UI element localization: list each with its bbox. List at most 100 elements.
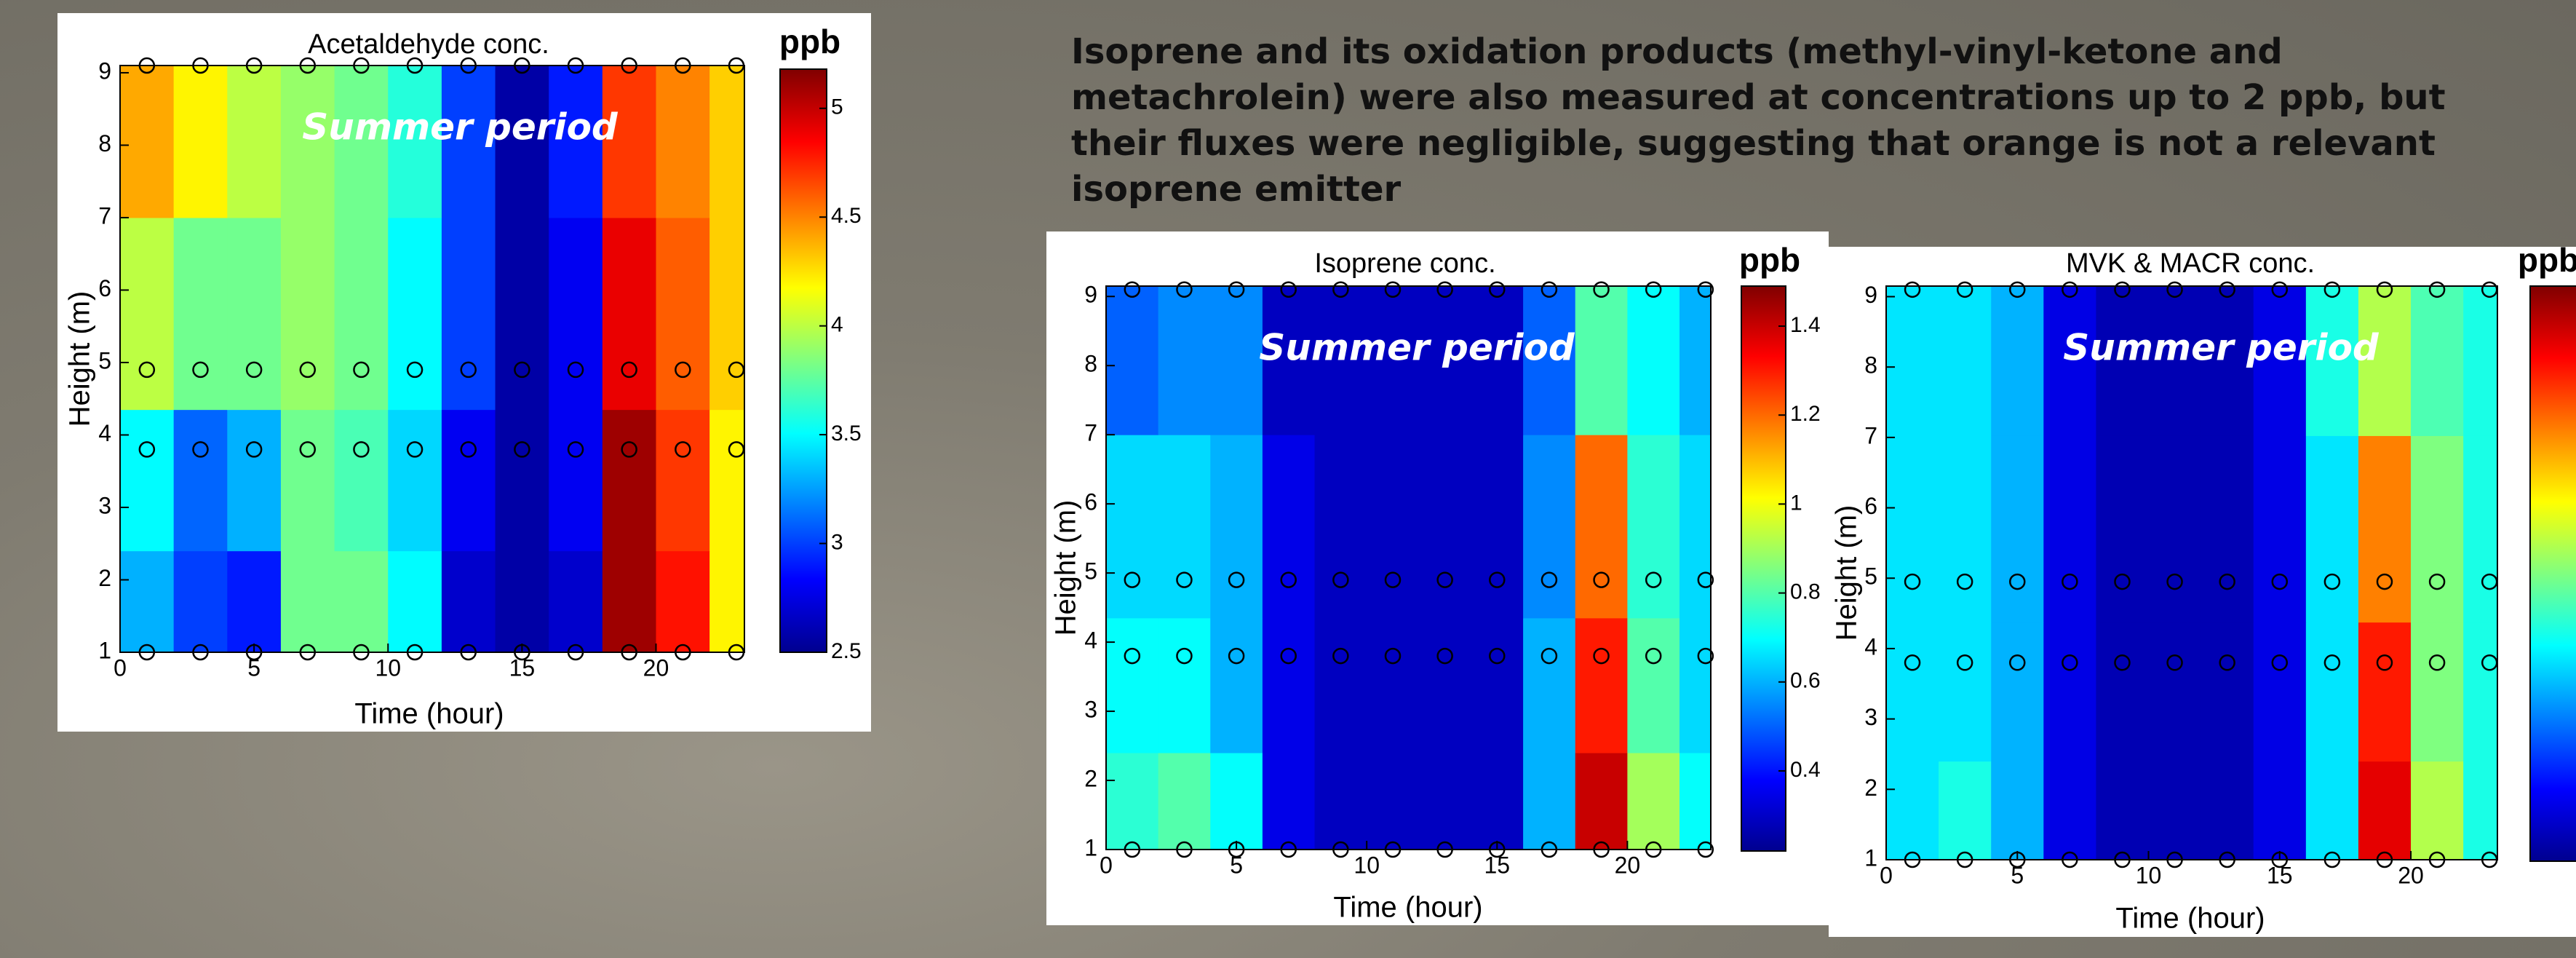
colorbar-tick-label: 2.5 <box>831 639 862 663</box>
contour-cell <box>1886 435 1939 622</box>
colorbar-label: ppb <box>2518 241 2576 279</box>
x-tick-label: 20 <box>2398 862 2424 888</box>
annotation: Summer period <box>302 106 619 149</box>
contour-cell <box>388 410 442 552</box>
contour-cell <box>2096 622 2149 761</box>
contour-cell <box>1471 435 1523 618</box>
contour-cell <box>1263 753 1315 850</box>
contour-cell <box>2463 622 2497 761</box>
y-tick-label: 7 <box>98 202 111 229</box>
contour-cell <box>442 218 496 410</box>
contour-cell <box>2254 622 2307 761</box>
contour-cell <box>174 66 228 218</box>
contour-cell <box>1575 618 1628 753</box>
y-tick-label: 9 <box>1864 282 1877 308</box>
contour-cell <box>1627 618 1679 753</box>
colorbar <box>1741 286 1786 851</box>
contour-cell <box>1939 435 1992 622</box>
x-tick-label: 0 <box>114 654 127 681</box>
colorbar-tick-label: 0.8 <box>1790 580 1821 604</box>
contour-cell <box>1419 618 1471 753</box>
contour-cell <box>1627 753 1679 850</box>
contour-cell <box>2306 435 2359 622</box>
contour-cell <box>388 218 442 410</box>
contour-cell <box>2411 622 2464 761</box>
contour-cell <box>1106 618 1158 753</box>
contour-cell <box>1419 435 1471 618</box>
contour-cell <box>1939 622 1992 761</box>
contour-cell <box>1315 618 1367 753</box>
contour-cell <box>335 218 389 410</box>
y-tick-label: 4 <box>98 420 111 446</box>
y-axis-label: Height (m) <box>1831 505 1863 641</box>
y-tick-label: 4 <box>1864 633 1877 660</box>
contour-cell <box>2358 622 2412 761</box>
x-axis-label: Time (hour) <box>1333 892 1482 924</box>
contour-cell <box>1106 435 1158 618</box>
x-tick-label: 5 <box>2011 862 2024 888</box>
contour-cell <box>603 551 656 653</box>
colorbar-tick-label: 4 <box>831 313 843 337</box>
contour-cell <box>1679 286 1711 435</box>
y-tick-label: 9 <box>98 58 111 84</box>
contour-cell <box>1263 618 1315 753</box>
contour-cell <box>1419 753 1471 850</box>
contour-cell <box>1367 618 1419 753</box>
y-tick-label: 9 <box>1084 282 1097 308</box>
y-tick-label: 3 <box>1864 704 1877 730</box>
contour-cell <box>227 66 281 218</box>
contour-cell <box>2411 435 2464 622</box>
x-tick-label: 15 <box>1484 852 1510 878</box>
contour-cell <box>2306 622 2359 761</box>
y-tick-label: 6 <box>1864 493 1877 519</box>
contour-cell <box>227 410 281 552</box>
contour-cell <box>1106 753 1158 850</box>
colorbar-tick-label: 3 <box>831 530 843 554</box>
contour-cell <box>1367 435 1419 618</box>
contour-cell <box>2463 286 2497 436</box>
contour-cell <box>2149 435 2202 622</box>
x-axis-label: Time (hour) <box>354 698 504 730</box>
contour-cell <box>1158 286 1211 435</box>
contour-cell <box>1991 435 2044 622</box>
x-tick-label: 20 <box>1615 852 1641 878</box>
colorbar-tick-label: 1.2 <box>1790 402 1821 426</box>
contour-cell <box>227 218 281 410</box>
contour-cell <box>1523 753 1575 850</box>
y-tick-label: 6 <box>98 275 111 301</box>
y-tick-label: 1 <box>98 637 111 663</box>
chart-title: Isoprene conc. <box>1314 248 1495 279</box>
contour-cell <box>1158 618 1211 753</box>
colorbar-tick-label: 1.4 <box>1790 313 1821 337</box>
x-tick-label: 10 <box>1353 852 1380 878</box>
contour-cell <box>1210 618 1263 753</box>
contour-cell <box>2043 761 2096 860</box>
contour-cell <box>709 410 744 552</box>
annotation: Summer period <box>2063 327 2380 369</box>
contour-cell <box>2254 761 2307 860</box>
chart-title: Acetaldehyde conc. <box>308 29 549 60</box>
colorbar <box>2530 286 2576 861</box>
x-axis-label: Time (hour) <box>2115 903 2265 935</box>
x-tick-label: 10 <box>375 654 401 681</box>
y-tick-label: 3 <box>1084 697 1097 723</box>
y-tick-label: 3 <box>98 492 111 518</box>
y-axis-label: Height (m) <box>64 291 96 427</box>
y-tick-label: 6 <box>1084 489 1097 515</box>
contour-cell <box>174 218 228 410</box>
contour-cell <box>496 410 549 552</box>
contour-cell <box>174 410 228 552</box>
contour-cell <box>1627 435 1679 618</box>
x-tick-label: 0 <box>1880 862 1893 888</box>
y-tick-label: 8 <box>1084 351 1097 377</box>
y-tick-label: 1 <box>1864 844 1877 871</box>
contour-cell <box>1158 753 1211 850</box>
contour-cell <box>2043 622 2096 761</box>
contour-cell <box>1210 753 1263 850</box>
contour-cell <box>1886 761 1939 860</box>
contour-cell <box>1106 286 1158 435</box>
contour-cell <box>2306 761 2359 860</box>
contour-cell <box>335 410 389 552</box>
